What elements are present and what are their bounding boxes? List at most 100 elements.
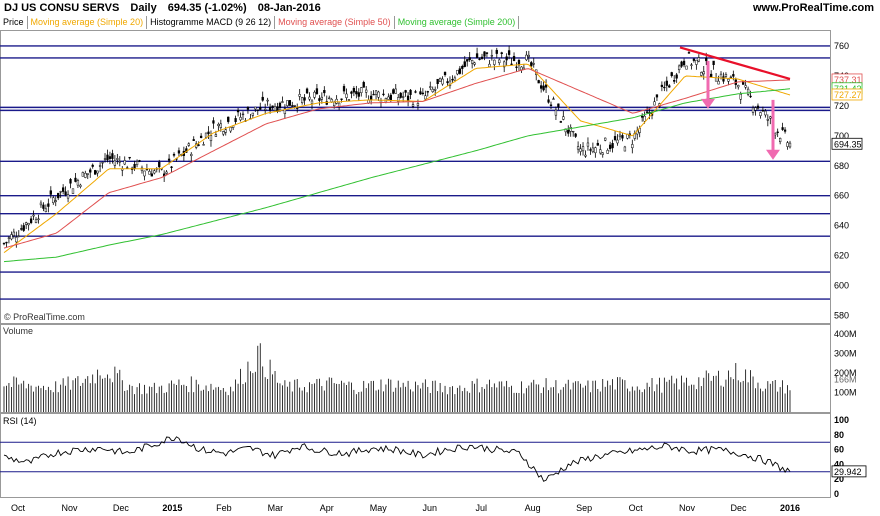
candle-body (54, 200, 57, 202)
candle-body (426, 91, 429, 93)
candle-body (645, 111, 649, 113)
candle-body (682, 60, 686, 66)
candle-body (259, 107, 262, 110)
candle-body (579, 148, 582, 152)
candle-body (360, 87, 363, 93)
candle-body (113, 160, 117, 166)
candle-body (778, 137, 782, 143)
candle-body (416, 103, 420, 106)
candle-body (411, 104, 415, 107)
candle-body (271, 105, 274, 108)
volume-tick-label: 200M (834, 368, 857, 378)
candle-body (759, 112, 762, 116)
candle-body (680, 61, 683, 67)
legend-ma50: Moving average (Simple 50) (275, 16, 395, 29)
candle-body (749, 95, 752, 98)
candle-body (618, 134, 622, 138)
candle-body (17, 235, 20, 237)
candle-body (288, 100, 291, 106)
x-tick-label: Apr (320, 503, 334, 513)
candle-body (81, 172, 84, 177)
candle-body (222, 131, 225, 135)
x-tick-label: Oct (11, 503, 26, 513)
candle-body (103, 158, 107, 160)
value-label-3: 694.35 (834, 139, 862, 149)
candle-body (207, 131, 210, 134)
candle-body (61, 187, 65, 192)
candle-body (342, 86, 346, 92)
candle-body (305, 88, 309, 94)
candle-body (559, 121, 563, 123)
value-label-box-2 (831, 88, 863, 101)
candle-body (424, 95, 427, 100)
candle-body (239, 117, 242, 121)
candle-body (717, 80, 720, 85)
candle-body (406, 95, 410, 101)
rsi-last-box (831, 465, 867, 478)
candle-body (12, 231, 16, 236)
candle-body (525, 54, 528, 61)
candle-body (397, 97, 400, 102)
candle-body (695, 59, 698, 65)
volume-panel-frame (0, 324, 831, 413)
candle-body (59, 191, 62, 193)
candle-body (549, 104, 553, 106)
rsi-tick-label: 60 (834, 445, 844, 455)
candle-body (298, 94, 301, 97)
candle-body (177, 150, 181, 154)
down-arrow-head-1 (766, 149, 780, 160)
candle-body (323, 90, 326, 94)
candle-body (503, 61, 506, 68)
candle-body (673, 80, 676, 82)
candle-body (456, 69, 459, 75)
candle-body (197, 144, 200, 146)
candle-body (542, 85, 545, 91)
candle-body (106, 154, 109, 161)
candle-body (111, 153, 114, 159)
price-tick-label: 720 (834, 101, 849, 111)
ma-line-2 (3, 88, 791, 263)
candle-body (42, 204, 45, 209)
candle-body (468, 57, 471, 61)
candle-body (118, 161, 121, 163)
candle-body (138, 160, 141, 162)
rsi-tick-label: 20 (834, 474, 844, 484)
candle-body (623, 146, 627, 152)
candle-body (739, 94, 742, 100)
x-tick-label: Sep (576, 503, 592, 513)
candle-body (392, 89, 395, 94)
candle-body (532, 63, 535, 65)
candle-body (37, 218, 40, 221)
candle-body (89, 169, 92, 173)
candle-body (217, 124, 220, 126)
candle-body (594, 147, 597, 154)
rsi-tick-label: 40 (834, 459, 844, 469)
candle-body (596, 142, 599, 146)
candle-body (567, 129, 570, 134)
candle-body (461, 65, 464, 69)
candle-body (431, 88, 434, 93)
candle-body (764, 110, 767, 116)
candle-body (466, 59, 469, 62)
candle-body (788, 142, 792, 148)
value-label-0: 737.31 (834, 75, 862, 85)
candle-body (537, 80, 540, 84)
price-tick-label: 600 (834, 281, 849, 291)
candle-body (404, 90, 407, 93)
candle-body (488, 63, 491, 67)
candle-body (382, 93, 385, 96)
price-tick-label: 680 (834, 161, 849, 171)
site-label: www.ProRealTime.com (752, 2, 874, 14)
value-label-box-3 (831, 137, 863, 150)
candle-body (663, 86, 666, 89)
candle-body (10, 234, 13, 240)
x-tick-label: Oct (629, 503, 644, 513)
candle-body (325, 101, 328, 105)
candle-body (234, 118, 237, 122)
candle-body (192, 139, 195, 141)
candle-body (705, 58, 708, 62)
candle-body (584, 154, 587, 157)
candle-body (746, 88, 750, 95)
candle-body (32, 214, 35, 217)
